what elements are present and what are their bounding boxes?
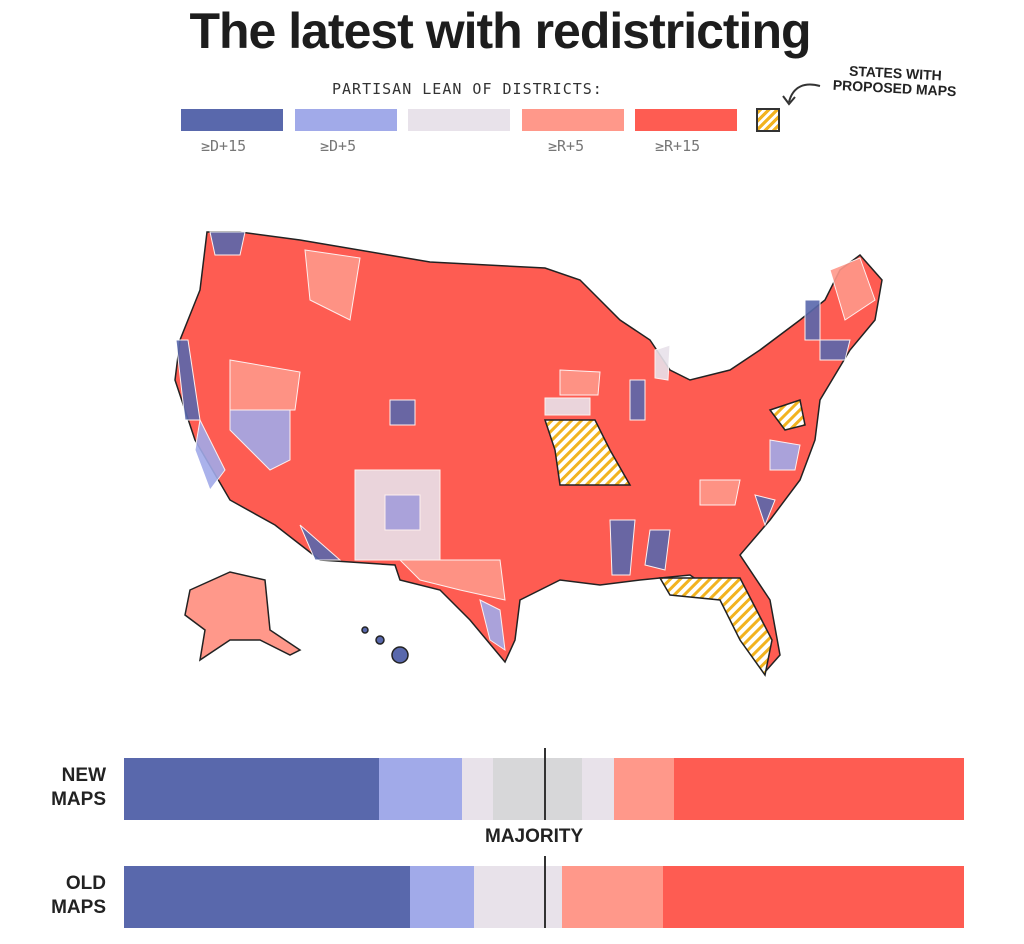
legend-swatch-proposed	[756, 108, 780, 132]
legend-swatch-d15	[181, 109, 283, 131]
bar-segment	[562, 866, 663, 928]
legend-swatch-r15	[635, 109, 737, 131]
legend-label-d5: ≥D+5	[320, 137, 357, 155]
hawaii	[391, 646, 409, 664]
legend-title: PARTISAN LEAN OF DISTRICTS:	[332, 80, 603, 98]
bar-segment	[124, 866, 410, 928]
arrow-icon	[782, 83, 821, 106]
majority-label: MAJORITY	[485, 826, 584, 847]
new-maps-bar	[124, 758, 964, 820]
page-title: The latest with redistricting	[189, 3, 811, 59]
alaska	[184, 571, 302, 662]
bar-segment	[674, 758, 964, 820]
legend-swatch-r5	[522, 109, 624, 131]
bar-segment	[461, 758, 493, 820]
legend-label-r15: ≥R+15	[655, 137, 701, 155]
legend-label-d15: ≥D+15	[201, 137, 247, 155]
maryland-proposed	[768, 399, 806, 431]
bar-segment	[473, 866, 563, 928]
bar-segment	[378, 758, 462, 820]
bar-segment	[581, 758, 615, 820]
majority-line-old	[543, 856, 546, 928]
bar-segment	[409, 866, 474, 928]
bar-segment	[614, 758, 675, 820]
bar-segment	[124, 758, 379, 820]
old-maps-label: OLD MAPS	[51, 873, 106, 918]
missouri-proposed	[543, 419, 632, 486]
legend-label-r5: ≥R+5	[548, 137, 585, 155]
majority-line-new	[543, 748, 546, 820]
florida-proposed	[658, 577, 773, 677]
bar-segment	[492, 758, 582, 820]
bar-segment	[662, 866, 964, 928]
legend-proposed-label: STATES WITH PROPOSED MAPS	[832, 62, 957, 100]
new-maps-label: NEW MAPS	[51, 765, 106, 810]
contiguous-us	[174, 231, 883, 674]
legend-swatch-d5	[295, 109, 397, 131]
us-district-map	[174, 231, 883, 677]
old-maps-bar	[124, 866, 964, 928]
legend-swatch-even	[408, 109, 510, 131]
